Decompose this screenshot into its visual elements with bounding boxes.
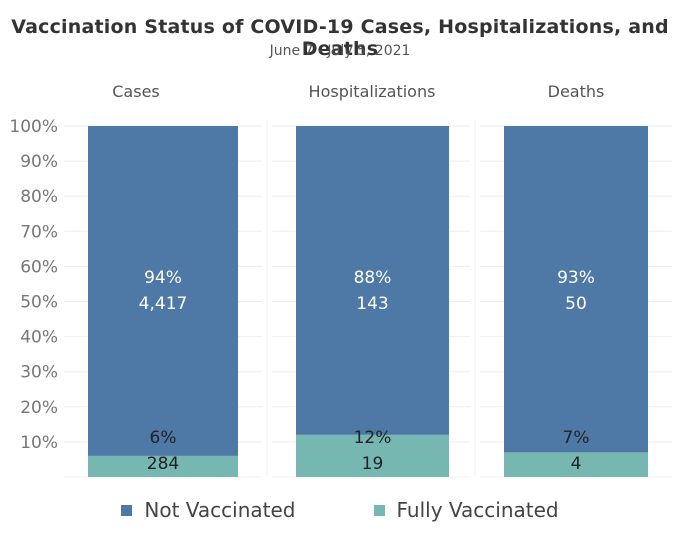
legend-label-fully-vaccinated: Fully Vaccinated bbox=[396, 498, 559, 522]
label-count-fully-vaccinated-deaths: 4 bbox=[571, 454, 582, 474]
bar-not-vaccinated-deaths bbox=[504, 126, 648, 453]
bar-fully-vaccinated-hospitalizations bbox=[296, 434, 449, 477]
legend: Not Vaccinated Fully Vaccinated bbox=[0, 496, 680, 524]
y-tick-label-70: 70% bbox=[20, 222, 58, 242]
legend-swatch-not-vaccinated bbox=[121, 504, 133, 516]
plot-area: 10% 20% 30% 40% 50% 60% 70% 80% 90% 100% Cases Hosp… bbox=[9, 82, 672, 478]
y-tick-label-60: 60% bbox=[20, 257, 58, 277]
legend-swatch-fully-vaccinated bbox=[373, 504, 385, 516]
label-pct-not-vaccinated-cases: 94% bbox=[144, 268, 182, 288]
y-tick-label-40: 40% bbox=[20, 328, 58, 348]
label-count-not-vaccinated-deaths: 50 bbox=[565, 294, 587, 314]
label-count-fully-vaccinated-hospitalizations: 19 bbox=[362, 454, 384, 474]
legend-item-not-vaccinated: Not Vaccinated bbox=[121, 498, 296, 522]
chart-subtitle: June 7 - July 5, 2021 bbox=[269, 43, 411, 59]
label-pct-not-vaccinated-hospitalizations: 88% bbox=[354, 268, 392, 288]
category-header-deaths: Deaths bbox=[548, 82, 605, 101]
bar-not-vaccinated-hospitalizations bbox=[296, 126, 449, 435]
category-header-hospitalizations: Hospitalizations bbox=[309, 82, 436, 101]
bar-not-vaccinated-cases bbox=[88, 126, 238, 456]
legend-label-not-vaccinated: Not Vaccinated bbox=[144, 498, 296, 522]
label-count-not-vaccinated-cases: 4,417 bbox=[139, 294, 188, 314]
y-tick-label-10: 10% bbox=[20, 433, 58, 453]
y-tick-label-90: 90% bbox=[20, 152, 58, 172]
y-tick-label-100: 100% bbox=[9, 117, 58, 137]
label-pct-fully-vaccinated-deaths: 7% bbox=[563, 428, 590, 448]
y-tick-label-20: 20% bbox=[20, 398, 58, 418]
bar-fully-vaccinated-cases bbox=[88, 455, 238, 477]
category-header-cases: Cases bbox=[112, 82, 160, 101]
y-tick-label-30: 30% bbox=[20, 363, 58, 383]
bar-fully-vaccinated-deaths bbox=[504, 452, 648, 477]
label-pct-not-vaccinated-deaths: 93% bbox=[557, 268, 595, 288]
y-tick-label-80: 80% bbox=[20, 187, 58, 207]
label-pct-fully-vaccinated-hospitalizations: 12% bbox=[354, 428, 392, 448]
label-count-fully-vaccinated-cases: 284 bbox=[147, 454, 179, 474]
chart-title: Vaccination Status of COVID-19 Cases, Ho… bbox=[11, 16, 669, 60]
legend-item-fully-vaccinated: Fully Vaccinated bbox=[373, 498, 559, 522]
label-count-not-vaccinated-hospitalizations: 143 bbox=[356, 294, 388, 314]
y-tick-label-50: 50% bbox=[20, 293, 58, 313]
label-pct-fully-vaccinated-cases: 6% bbox=[150, 428, 177, 448]
